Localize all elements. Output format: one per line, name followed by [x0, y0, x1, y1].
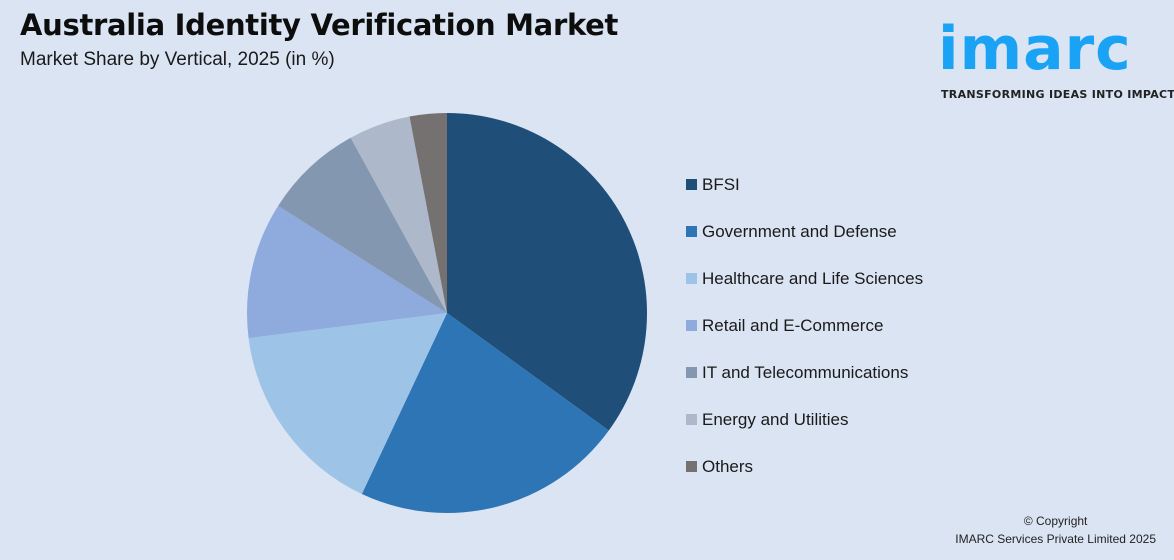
legend-item: Retail and E-Commerce — [686, 302, 923, 349]
logo-wordmark: imarc — [938, 14, 1132, 84]
copyright-owner: IMARC Services Private Limited 2025 — [955, 532, 1156, 546]
legend-item: IT and Telecommunications — [686, 349, 923, 396]
legend-item: Energy and Utilities — [686, 396, 923, 443]
pie-slice-it-and-telecommunications — [278, 137, 447, 313]
chart-title: Australia Identity Verification Market — [20, 8, 619, 42]
legend-swatch-icon — [686, 273, 697, 284]
legend-item: Government and Defense — [686, 208, 923, 255]
legend-swatch-icon — [686, 320, 697, 331]
legend-label: Others — [702, 456, 754, 476]
pie-slice-healthcare-and-life-sciences — [248, 313, 447, 494]
imarc-logo: imarc TRANSFORMING IDEAS INTO IMPACT — [938, 6, 1174, 106]
logo-tagline: TRANSFORMING IDEAS INTO IMPACT — [941, 88, 1174, 101]
pie-slice-government-and-defense — [361, 313, 609, 513]
copyright-line: © Copyright — [1023, 514, 1088, 528]
legend-label: IT and Telecommunications — [702, 362, 909, 382]
pie-chart — [247, 113, 647, 513]
pie-slice-bfsi — [447, 113, 647, 431]
legend-item: Healthcare and Life Sciences — [686, 255, 923, 302]
legend-label: Energy and Utilities — [702, 409, 849, 429]
legend-swatch-icon — [686, 367, 697, 378]
legend-item: BFSI — [686, 161, 923, 208]
pie-slice-energy-and-utilities — [350, 116, 447, 313]
copyright-notice: © Copyright IMARC Services Private Limit… — [955, 512, 1156, 548]
pie-slice-retail-and-e-commerce — [247, 205, 447, 339]
legend-swatch-icon — [686, 179, 697, 190]
legend-swatch-icon — [686, 226, 697, 237]
legend-swatch-icon — [686, 461, 697, 472]
legend-label: Retail and E-Commerce — [702, 315, 884, 335]
legend-label: BFSI — [702, 174, 740, 194]
legend-label: Government and Defense — [702, 221, 897, 241]
chart-legend: BFSI Government and Defense Healthcare and… — [686, 161, 923, 490]
legend-label: Healthcare and Life Sciences — [702, 268, 924, 288]
pie-slice-others — [409, 113, 447, 313]
chart-subtitle: Market Share by Vertical, 2025 (in %) — [20, 49, 335, 70]
legend-item: Others — [686, 443, 923, 490]
legend-swatch-icon — [686, 414, 697, 425]
